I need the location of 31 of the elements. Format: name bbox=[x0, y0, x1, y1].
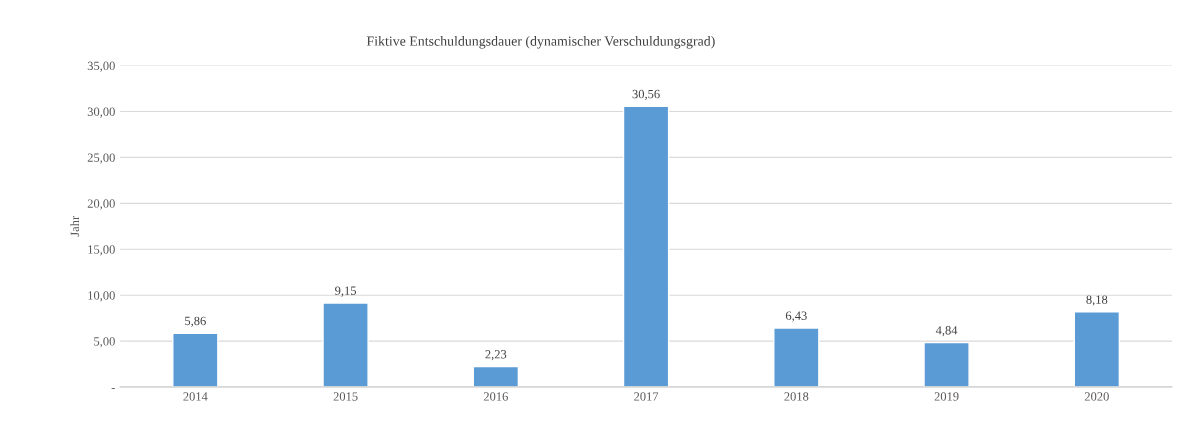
bar bbox=[773, 327, 820, 388]
bar bbox=[1073, 311, 1121, 388]
y-tick-label: 20,00 bbox=[87, 199, 115, 210]
bar bbox=[322, 302, 369, 388]
x-tick-label: 2018 bbox=[784, 392, 809, 401]
data-label: 8,18 bbox=[1086, 295, 1108, 306]
data-label: 5,86 bbox=[185, 316, 206, 327]
y-tick-label: - bbox=[111, 387, 115, 389]
y-axis-title: Jahr bbox=[70, 216, 80, 237]
bar bbox=[622, 105, 670, 388]
x-tick-label: 2015 bbox=[333, 392, 358, 401]
y-tick-label: 25,00 bbox=[87, 153, 115, 164]
bar bbox=[923, 341, 970, 388]
data-label: 6,43 bbox=[785, 311, 807, 322]
data-label: 4,84 bbox=[935, 326, 958, 337]
chart-title: Fiktive Entschuldungsdauer (dynamischer Verschuldungsgrad) bbox=[366, 35, 715, 49]
y-tick-label: 30,00 bbox=[87, 107, 115, 118]
x-tick-label: 2017 bbox=[634, 392, 659, 401]
x-tick-label: 2020 bbox=[1084, 392, 1109, 401]
bar bbox=[172, 332, 219, 388]
data-label: 2,23 bbox=[485, 350, 507, 361]
y-tick-label: 10,00 bbox=[88, 291, 115, 302]
bar bbox=[472, 365, 520, 388]
data-label: 9,15 bbox=[335, 286, 357, 297]
data-label: 30,56 bbox=[632, 89, 660, 101]
x-tick-label: 2019 bbox=[934, 392, 959, 401]
y-tick-label: 5,00 bbox=[94, 337, 115, 348]
x-tick-label: 2014 bbox=[183, 392, 208, 401]
y-tick-label: 35,00 bbox=[87, 61, 115, 72]
x-tick-label: 2016 bbox=[483, 392, 508, 401]
y-tick-label: 15,00 bbox=[88, 245, 115, 256]
